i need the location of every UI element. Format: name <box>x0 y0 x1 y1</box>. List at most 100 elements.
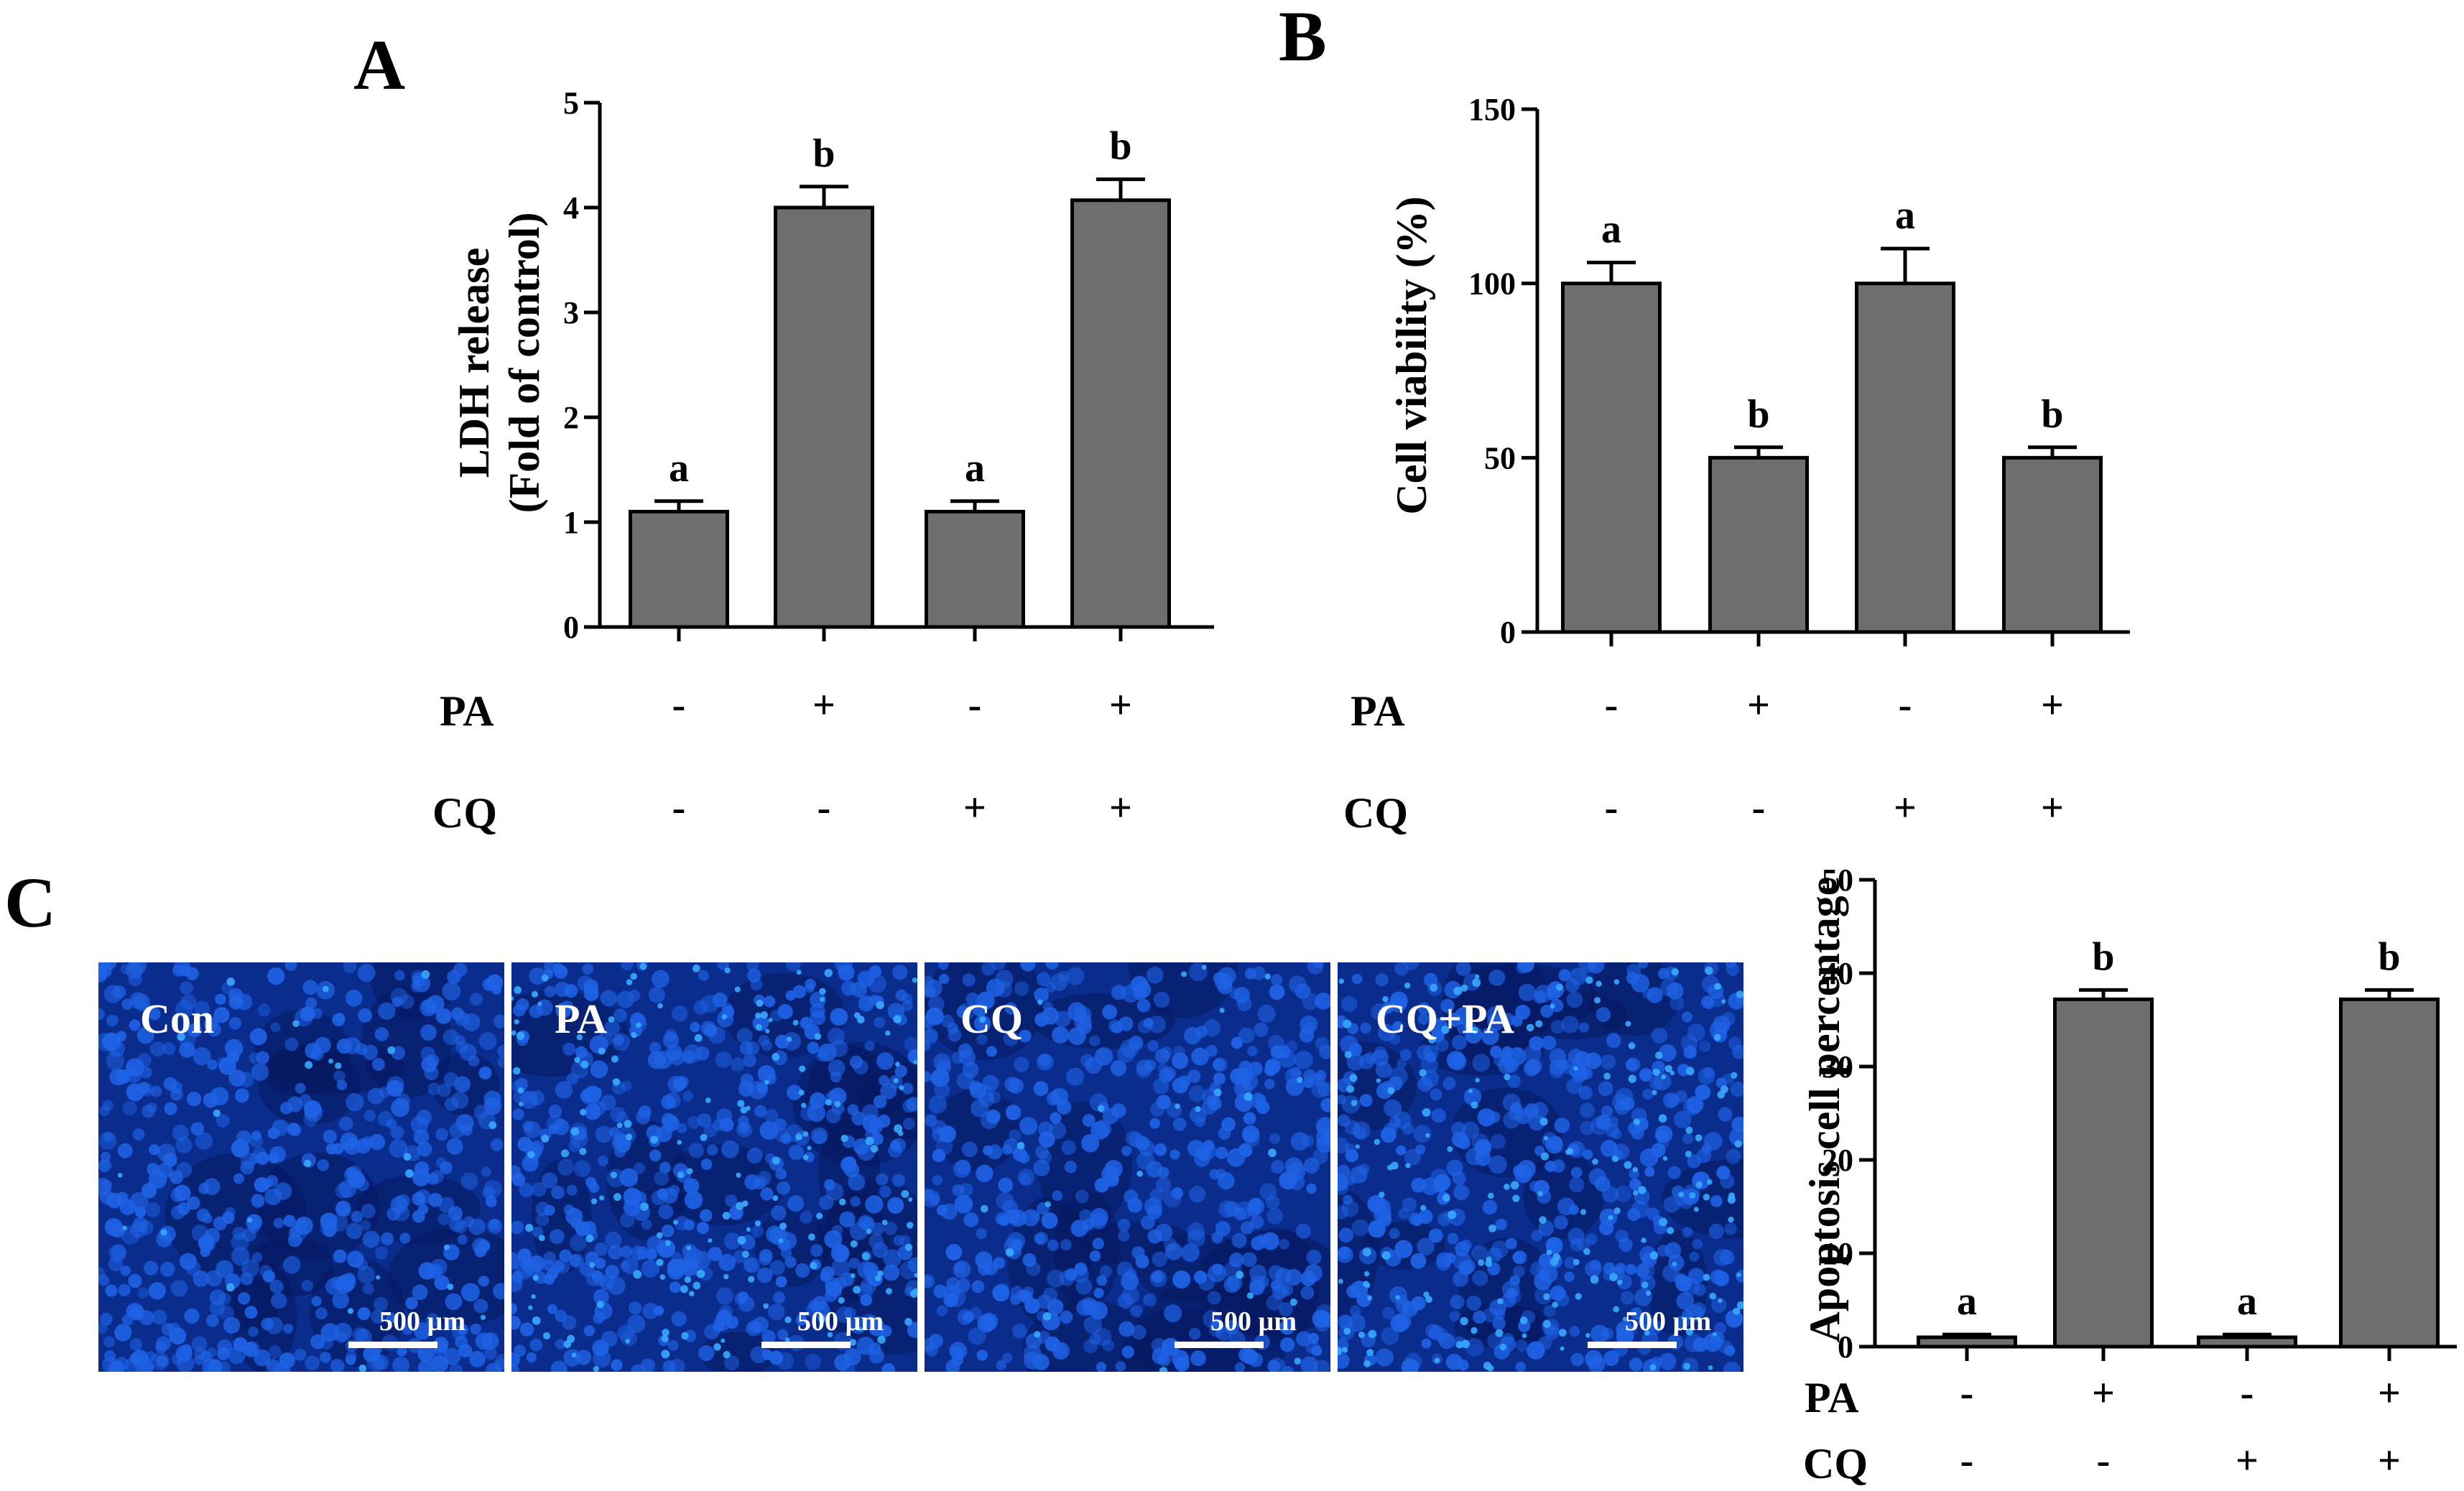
nucleus <box>1642 988 1654 1000</box>
nucleus <box>647 1051 666 1069</box>
nucleus <box>1284 1268 1302 1286</box>
nucleus <box>1266 1208 1284 1225</box>
nucleus <box>231 1247 250 1265</box>
nucleus <box>1527 1341 1545 1360</box>
bright-nucleus <box>1718 1299 1723 1304</box>
nucleus <box>759 1120 779 1140</box>
bright-nucleus <box>1367 1295 1373 1301</box>
y-tick-label: 4 <box>563 190 579 226</box>
nucleus <box>962 973 976 987</box>
nucleus <box>1692 1337 1708 1352</box>
bright-nucleus <box>894 1124 903 1133</box>
scale-bar <box>1175 1342 1264 1348</box>
nucleus <box>98 1008 105 1021</box>
nucleus <box>1549 1059 1566 1076</box>
nucleus <box>215 993 226 1005</box>
nucleus <box>1140 1215 1155 1230</box>
nucleus <box>195 1132 213 1150</box>
nucleus <box>1054 1011 1071 1028</box>
bright-nucleus <box>1714 1034 1721 1041</box>
nucleus <box>1345 1148 1358 1163</box>
nucleus <box>1300 1286 1315 1300</box>
nucleus <box>244 1306 258 1319</box>
nucleus <box>1449 1311 1460 1322</box>
nucleus <box>435 1157 448 1169</box>
bright-nucleus <box>576 1034 583 1041</box>
nucleus <box>170 1279 188 1297</box>
nucleus <box>193 1271 210 1287</box>
nucleus <box>444 1317 455 1329</box>
nucleus <box>597 1155 608 1166</box>
nucleus <box>333 1070 346 1082</box>
bright-nucleus <box>1685 1151 1692 1158</box>
nucleus <box>768 1303 785 1321</box>
bright-nucleus <box>1703 1273 1710 1281</box>
bright-nucleus <box>1488 1224 1497 1232</box>
nucleus <box>1060 1310 1073 1324</box>
nucleus <box>1181 1243 1200 1262</box>
bright-nucleus <box>177 1032 185 1041</box>
nucleus <box>925 979 942 998</box>
nucleus <box>1014 1056 1029 1072</box>
nucleus <box>1658 967 1669 980</box>
nucleus <box>222 1211 235 1225</box>
nucleus <box>399 994 414 1009</box>
bright-nucleus <box>514 1019 519 1025</box>
nucleus <box>397 1345 407 1357</box>
nucleus <box>570 1217 582 1230</box>
bright-nucleus <box>1685 1126 1693 1134</box>
nucleus <box>1549 1063 1565 1079</box>
nucleus <box>775 1276 787 1288</box>
nucleus <box>1187 1069 1201 1083</box>
bright-nucleus <box>814 1033 822 1040</box>
nucleus <box>381 1232 394 1245</box>
nucleus <box>1561 1016 1579 1034</box>
nucleus <box>1515 1107 1532 1125</box>
bright-nucleus <box>1693 1207 1699 1212</box>
nucleus <box>736 1028 753 1044</box>
nucleus <box>343 1138 361 1156</box>
nucleus <box>1215 1324 1232 1342</box>
pa-sign: - <box>1960 1371 1974 1416</box>
bright-nucleus <box>1669 1070 1675 1076</box>
bright-nucleus <box>1349 1074 1358 1082</box>
bar <box>1917 1335 2017 1349</box>
nucleus <box>1703 1067 1715 1079</box>
bright-nucleus <box>447 1283 454 1291</box>
scale-bar-label-cq-pa: 500 µm <box>1625 1306 1711 1337</box>
nucleus <box>481 1166 492 1177</box>
nucleus <box>446 1138 463 1155</box>
nucleus <box>667 1263 685 1280</box>
bright-nucleus <box>538 1235 545 1242</box>
bright-nucleus <box>1658 1114 1667 1123</box>
nucleus <box>301 1279 313 1292</box>
nucleus <box>290 1125 302 1137</box>
nucleus <box>116 1031 127 1042</box>
nucleus <box>457 1324 468 1335</box>
nucleus <box>1595 1007 1611 1022</box>
nucleus <box>1341 995 1358 1013</box>
nucleus <box>998 1177 1014 1193</box>
nucleus <box>435 1128 448 1141</box>
bright-nucleus <box>686 1168 693 1174</box>
y-tick-label: 10 <box>1822 1236 1853 1271</box>
nucleus <box>1417 1077 1433 1092</box>
bright-nucleus <box>866 1228 872 1235</box>
nucleus <box>1023 1351 1042 1370</box>
bright-nucleus <box>599 1195 605 1201</box>
nucleus <box>1203 1019 1221 1037</box>
bright-nucleus <box>1497 1298 1504 1305</box>
nucleus <box>1205 1044 1218 1057</box>
nucleus <box>1687 1154 1701 1169</box>
significance-label: a <box>1895 193 1915 238</box>
nucleus <box>514 1344 527 1357</box>
cq-sign: - <box>1960 1439 1974 1483</box>
nucleus <box>443 1028 459 1046</box>
bright-nucleus <box>1659 1217 1668 1227</box>
nucleus <box>925 1114 937 1128</box>
nucleus <box>345 1355 356 1365</box>
nucleus <box>716 1309 732 1325</box>
nucleus <box>1673 1110 1692 1128</box>
nucleus <box>259 1264 272 1278</box>
nucleus <box>1018 1029 1032 1043</box>
